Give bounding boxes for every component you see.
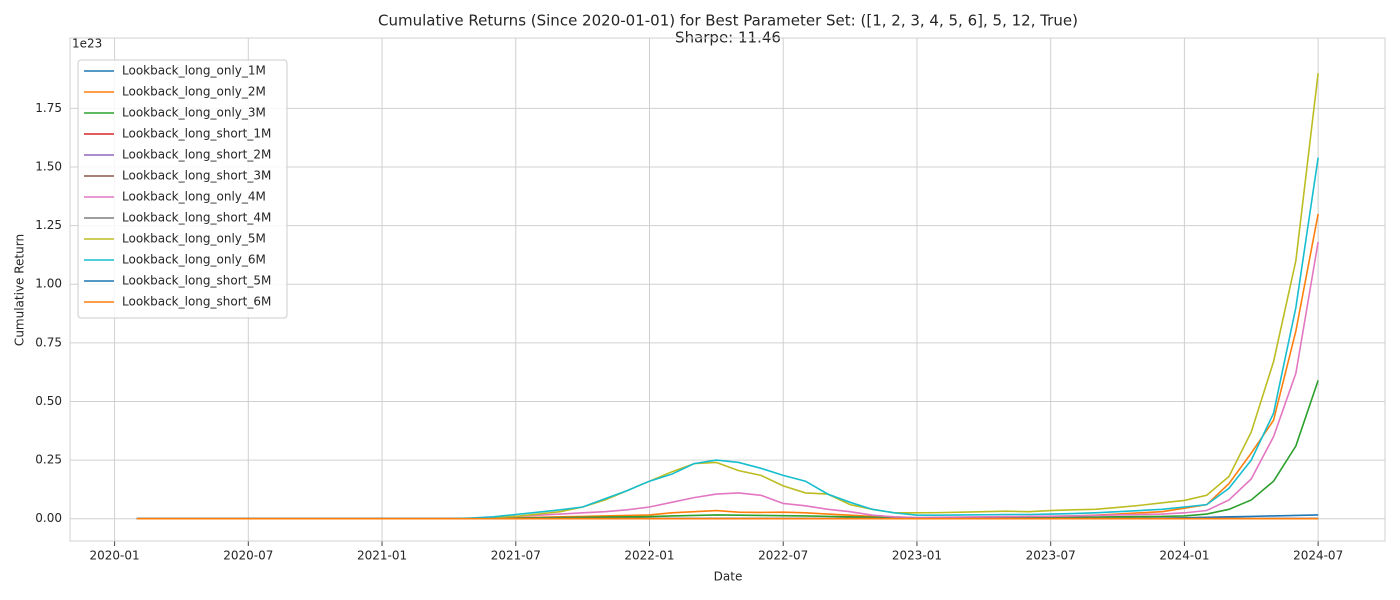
y-offset-label: 1e23 bbox=[72, 37, 102, 51]
y-tick-label: 1.75 bbox=[35, 101, 62, 115]
legend-label: Lookback_long_only_6M bbox=[122, 253, 266, 267]
x-tick-label: 2020-01 bbox=[90, 549, 140, 563]
y-tick-label: 0.75 bbox=[35, 335, 62, 349]
x-tick-label: 2024-01 bbox=[1159, 549, 1209, 563]
x-tick-label: 2021-07 bbox=[491, 549, 541, 563]
legend-label: Lookback_long_short_2M bbox=[122, 148, 271, 162]
y-tick-label: 1.50 bbox=[35, 159, 62, 173]
x-tick-label: 2023-07 bbox=[1026, 549, 1076, 563]
y-tick-label: 0.00 bbox=[35, 511, 62, 525]
legend-box bbox=[77, 59, 288, 319]
y-tick-label: 0.50 bbox=[35, 394, 62, 408]
y-axis-label: Cumulative Return bbox=[13, 234, 27, 346]
legend-label: Lookback_long_short_5M bbox=[122, 274, 271, 288]
legend-label: Lookback_long_only_1M bbox=[122, 64, 266, 78]
x-tick-label: 2020-07 bbox=[223, 549, 273, 563]
legend-label: Lookback_long_only_3M bbox=[122, 106, 266, 120]
chart-title: Cumulative Returns (Since 2020-01-01) fo… bbox=[378, 12, 1078, 30]
legend-label: Lookback_long_short_1M bbox=[122, 127, 271, 141]
x-tick-label: 2022-01 bbox=[624, 549, 674, 563]
legend-label: Lookback_long_only_5M bbox=[122, 232, 266, 246]
x-tick-label: 2023-01 bbox=[892, 549, 942, 563]
y-tick-label: 1.25 bbox=[35, 218, 62, 232]
y-tick-label: 1.00 bbox=[35, 277, 62, 291]
legend-label: Lookback_long_short_4M bbox=[122, 211, 271, 225]
legend-label: Lookback_long_short_3M bbox=[122, 169, 271, 183]
y-tick-label: 0.25 bbox=[35, 453, 62, 467]
x-tick-label: 2021-01 bbox=[357, 549, 407, 563]
legend-label: Lookback_long_only_2M bbox=[122, 85, 266, 99]
legend-label: Lookback_long_only_4M bbox=[122, 190, 266, 204]
x-tick-label: 2022-07 bbox=[758, 549, 808, 563]
plot-frame bbox=[69, 37, 1386, 542]
x-tick-label: 2024-07 bbox=[1293, 549, 1343, 563]
legend-label: Lookback_long_short_6M bbox=[122, 295, 271, 309]
x-axis-label: Date bbox=[714, 570, 743, 584]
